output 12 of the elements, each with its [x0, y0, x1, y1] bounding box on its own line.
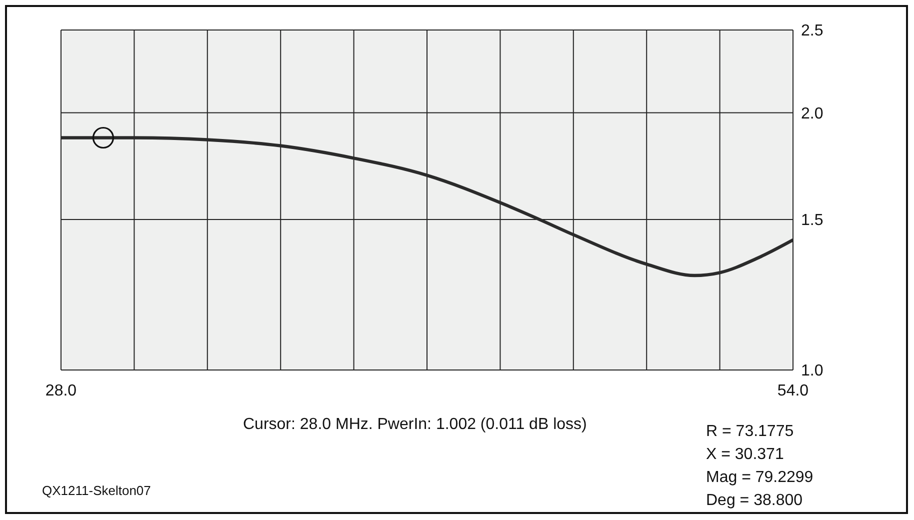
x-tick-label: 54.0: [777, 382, 809, 400]
y-tick-label: 2.5: [801, 22, 824, 40]
y-tick-label: 1.5: [801, 212, 824, 230]
text: R = 73.1775: [706, 422, 795, 442]
x-tick-label: 28.0: [45, 382, 77, 400]
text: Cursor: 28.0 MHz. PwerIn: 1.002 (0.011 dB loss): [243, 416, 587, 434]
y-tick-label: 2.0: [801, 105, 824, 122]
text: Deg = 38.800: [706, 491, 804, 511]
y-tick-label: 1.0: [801, 362, 824, 380]
text: QX1211-Skelton07: [42, 483, 151, 498]
text: Mag = 79.2299: [706, 468, 814, 488]
text: X = 30.371: [706, 445, 785, 465]
